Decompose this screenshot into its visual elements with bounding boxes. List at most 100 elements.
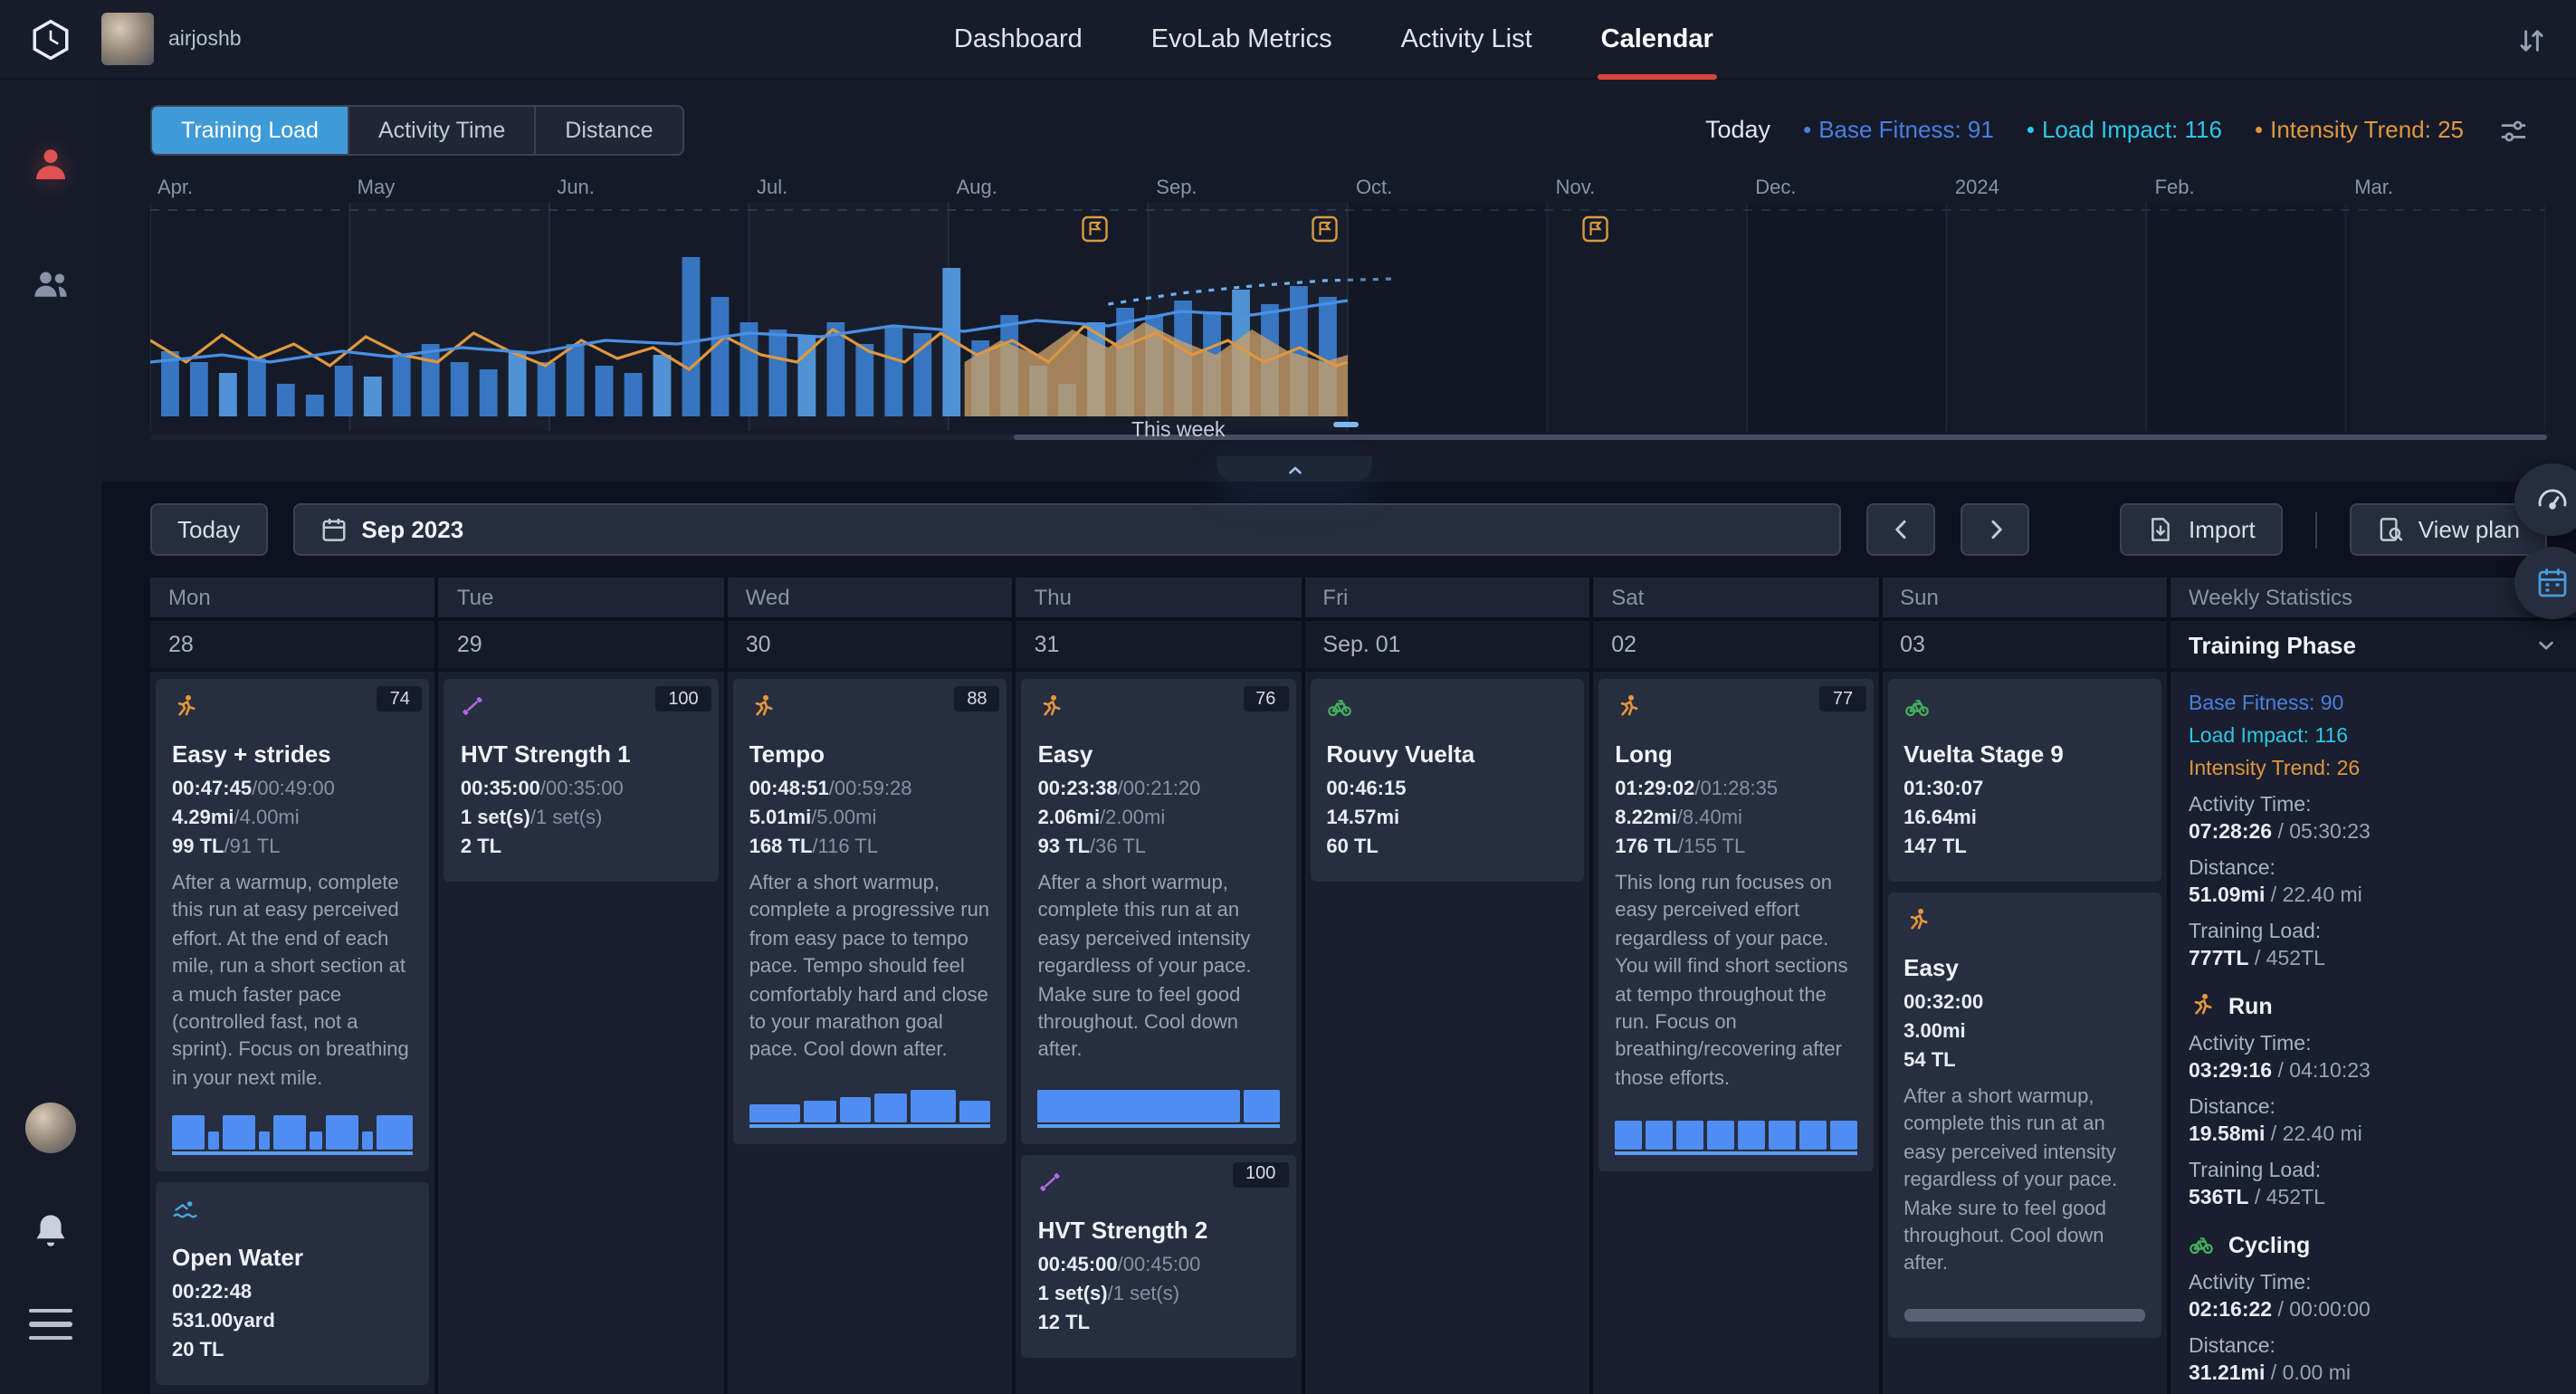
workout-card[interactable]: 74 Easy + strides 00:47:45/00:49:00 4.29… [156, 679, 430, 1172]
profile-avatar[interactable] [25, 1102, 76, 1152]
workout-description: This long run focuses on easy perceived … [1615, 873, 1848, 1090]
run-training-load-label: Training Load: [2189, 1160, 2322, 1182]
athlete-icon[interactable] [31, 145, 71, 185]
user-chip[interactable]: airjoshb [101, 13, 242, 65]
import-button[interactable]: Import [2120, 503, 2283, 556]
run-distance-value: 19.58mi / 22.40 mi [2189, 1124, 2362, 1146]
chart-scrollbar [150, 434, 2547, 440]
workout-title: Long [1615, 740, 1673, 768]
stat-line: 01:30:07 [1903, 778, 1984, 800]
workout-score-badge: 77 [1819, 686, 1866, 711]
tab-activity-time[interactable]: Activity Time [347, 107, 535, 154]
column-toggle-icon[interactable] [2516, 0, 2547, 80]
workout-card[interactable]: Easy 00:32:00 3.00mi 54 TL After a short… [1887, 893, 2161, 1338]
chart-scrollbar-thumb[interactable] [1013, 434, 2547, 440]
date-tue[interactable]: 29 [438, 621, 724, 668]
workout-title: HVT Strength 1 [460, 740, 631, 768]
workout-title: Rouvy Vuelta [1326, 740, 1475, 768]
header-wed: Wed [727, 578, 1013, 617]
nav-tab-calendar[interactable]: Calendar [1597, 0, 1717, 80]
header-sat: Sat [1593, 578, 1879, 617]
month-label: May [357, 177, 396, 199]
date-thu[interactable]: 31 [1016, 621, 1302, 668]
training-load-panel: Training Load Activity Time Distance Tod… [101, 80, 2576, 482]
this-week-label: This week [1131, 420, 1226, 442]
month-label: Mar. [2354, 177, 2394, 199]
notifications-bell-icon[interactable] [31, 1210, 71, 1250]
metric-load-impact: • Load Impact: 116 [2026, 116, 2222, 143]
workout-card[interactable]: 100 HVT Strength 2 00:45:00/00:45:00 1 s… [1021, 1154, 1296, 1358]
month-label: Nov. [1555, 177, 1596, 199]
stat-line: 8.22mi/8.40mi [1615, 807, 1742, 829]
user-avatar[interactable] [101, 13, 154, 65]
cycling-activity-time-label: Activity Time: [2189, 1273, 2312, 1294]
month-picker-button[interactable]: Sep 2023 [292, 503, 1842, 556]
month-axis: Apr. May Jun. Jul. Aug. Sep. Oct. Nov. Dec. 2024 F… [150, 177, 2547, 199]
menu-hamburger-icon[interactable] [29, 1308, 72, 1340]
workout-card[interactable]: Open Water 00:22:48 531.00yard 20 TL [156, 1182, 430, 1386]
next-week-button[interactable] [1961, 503, 2030, 556]
view-plan-icon [2380, 518, 2402, 541]
header-tue: Tue [438, 578, 724, 617]
calendar-toolbar: Today Sep 2023 Import View plan [150, 503, 2547, 556]
date-fri[interactable]: Sep. 01 [1304, 621, 1590, 668]
run-training-load-value: 536TL / 452TL [2189, 1188, 2325, 1209]
stat-line: 60 TL [1326, 836, 1379, 858]
trainer-gauge-button[interactable] [2514, 463, 2576, 536]
workout-chart [749, 1080, 991, 1128]
prev-week-button[interactable] [1866, 503, 1936, 556]
calendar-week-body: 74 Easy + strides 00:47:45/00:49:00 4.29… [150, 672, 2576, 1394]
training-load-chart[interactable] [150, 203, 2545, 431]
date-sat[interactable]: 02 [1593, 621, 1879, 668]
workout-card[interactable]: 88 Tempo 00:48:51/00:59:28 5.01mi/5.00mi… [732, 679, 1007, 1144]
day-column-tue: 100 HVT Strength 1 00:35:00/00:35:00 1 s… [438, 672, 724, 1394]
stat-line: 1 set(s)/1 set(s) [1037, 1283, 1180, 1305]
view-plan-button[interactable]: View plan [2349, 503, 2547, 556]
month-label: Oct. [1355, 177, 1393, 199]
top-bar: airjoshb Dashboard EvoLab Metrics Activi… [0, 0, 2576, 80]
date-wed[interactable]: 30 [727, 621, 1013, 668]
nav-tab-activity-list[interactable]: Activity List [1400, 25, 1532, 54]
metric-base-fitness: • Base Fitness: 91 [1803, 116, 1994, 143]
workout-description: After a short warmup, complete this run … [1037, 873, 1252, 1062]
collapse-chart-button[interactable] [1216, 456, 1372, 482]
cycling-activity-time-value: 02:16:22 / 00:00:00 [2189, 1300, 2371, 1322]
workout-chart [1903, 1297, 2145, 1322]
chart-metrics: Today • Base Fitness: 91 • Load Impact: 11… [1705, 116, 2464, 143]
workout-card[interactable]: 76 Easy 00:23:38/00:21:20 2.06mi/2.00mi … [1021, 679, 1296, 1144]
workout-card[interactable]: Rouvy Vuelta 00:46:15 14.57mi 60 TL [1310, 679, 1585, 882]
date-sun[interactable]: 03 [1882, 621, 2167, 668]
chart-settings-icon[interactable] [2498, 116, 2529, 156]
workout-score-badge: 74 [377, 686, 423, 711]
month-label: Jun. [557, 177, 595, 199]
tab-training-load[interactable]: Training Load [152, 107, 348, 154]
workout-description: After a short warmup, complete this run … [1903, 1086, 2118, 1275]
mini-calendar-button[interactable] [2514, 547, 2576, 619]
cycling-icon [2189, 1231, 2216, 1258]
chart-today-link[interactable]: Today [1705, 116, 1771, 143]
floating-buttons [2514, 463, 2576, 619]
training-phase-select[interactable]: Training Phase [2171, 621, 2576, 668]
month-label: Aug. [956, 177, 997, 199]
strength-icon [461, 693, 486, 719]
weekly-activity-time-label: Activity Time: [2189, 795, 2312, 816]
stat-line: 54 TL [1903, 1050, 1956, 1072]
day-column-wed: 88 Tempo 00:48:51/00:59:28 5.01mi/5.00mi… [727, 672, 1013, 1394]
header-mon: Mon [150, 578, 435, 617]
tab-distance[interactable]: Distance [534, 107, 682, 154]
run-activity-time-label: Activity Time: [2189, 1034, 2312, 1055]
today-button[interactable]: Today [150, 503, 268, 556]
workout-card[interactable]: Vuelta Stage 9 01:30:07 16.64mi 147 TL [1887, 679, 2161, 882]
nav-tab-dashboard[interactable]: Dashboard [953, 25, 1083, 54]
weekly-cycling-header: Cycling [2189, 1231, 2558, 1258]
workout-card[interactable]: 100 HVT Strength 1 00:35:00/00:35:00 1 s… [444, 679, 719, 882]
nav-tab-evolab-metrics[interactable]: EvoLab Metrics [1150, 25, 1332, 54]
stat-line: 16.64mi [1903, 807, 1977, 829]
app-logo-icon[interactable] [0, 15, 101, 62]
workout-card[interactable]: 77 Long 01:29:02/01:28:35 8.22mi/8.40mi … [1598, 679, 1874, 1172]
header-sun: Sun [1882, 578, 2167, 617]
main-nav: Dashboard EvoLab Metrics Activity List C… [953, 0, 1717, 80]
date-mon[interactable]: 28 [150, 621, 435, 668]
groups-icon[interactable] [31, 264, 71, 304]
